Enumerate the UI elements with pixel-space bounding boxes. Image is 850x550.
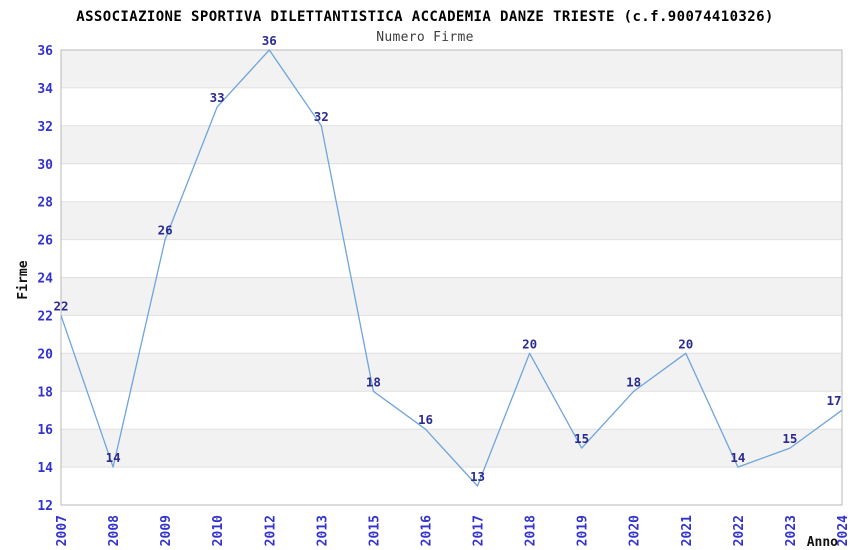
plot-band — [61, 125, 842, 164]
y-tick-label: 22 — [37, 309, 53, 324]
x-tick-label: 2013 — [315, 515, 330, 546]
data-point-label: 14 — [730, 450, 745, 465]
x-tick-label: 2009 — [159, 515, 174, 546]
y-tick-label: 32 — [37, 120, 53, 135]
x-tick-label: 2008 — [107, 515, 122, 546]
y-tick-label: 12 — [37, 499, 53, 514]
y-tick-label: 16 — [37, 423, 53, 438]
data-point-label: 15 — [574, 431, 589, 446]
x-tick-label: 2007 — [55, 515, 70, 546]
x-tick-label: 2017 — [472, 515, 487, 546]
data-point-label: 36 — [262, 33, 277, 48]
y-tick-label: 18 — [37, 385, 53, 400]
data-point-label: 15 — [782, 431, 797, 446]
data-point-label: 33 — [210, 90, 225, 105]
x-tick-label: 2018 — [524, 515, 539, 546]
x-tick-label: 2023 — [784, 515, 799, 546]
y-tick-label: 36 — [37, 44, 53, 59]
data-point-label: 26 — [158, 223, 173, 238]
chart-title: ASSOCIAZIONE SPORTIVA DILETTANTISTICA AC… — [76, 9, 773, 25]
data-point-label: 20 — [678, 336, 693, 351]
y-tick-label: 24 — [37, 272, 53, 287]
x-tick-label: 2016 — [420, 515, 435, 546]
y-tick-label: 26 — [37, 234, 53, 249]
data-point-label: 14 — [106, 450, 121, 465]
x-tick-label: 2019 — [576, 515, 591, 546]
data-point-label: 16 — [418, 412, 433, 427]
x-tick-label: 2024 — [836, 515, 850, 546]
y-tick-label: 14 — [37, 461, 53, 476]
data-point-label: 20 — [522, 336, 537, 351]
plot-band — [61, 429, 842, 468]
chart-subtitle: Numero Firme — [376, 30, 474, 45]
data-line — [60, 49, 843, 487]
x-tick-label: 2021 — [680, 515, 695, 546]
x-tick-label: 2020 — [628, 515, 643, 546]
data-point-label: 18 — [366, 374, 381, 389]
y-axis-title: Firme — [16, 260, 31, 299]
plot-band — [61, 353, 842, 392]
x-tick-label: 2012 — [263, 515, 278, 546]
plot-band — [61, 277, 842, 316]
x-tick-label: 2015 — [367, 515, 382, 546]
plot-band — [61, 50, 842, 88]
y-tick-label: 34 — [37, 82, 53, 97]
x-tick-label: 2022 — [732, 515, 747, 546]
data-point-label: 22 — [53, 298, 68, 313]
data-point-label: 18 — [626, 374, 641, 389]
plot-band — [61, 201, 842, 240]
data-point-label: 13 — [470, 469, 485, 484]
y-tick-label: 28 — [37, 196, 53, 211]
plot-border — [60, 49, 843, 506]
data-point-label: 32 — [314, 109, 329, 124]
data-point-label: 17 — [826, 393, 841, 408]
y-tick-label: 20 — [37, 347, 53, 362]
x-axis-title: Anno — [807, 535, 838, 550]
x-tick-label: 2010 — [211, 515, 226, 546]
y-tick-label: 30 — [37, 158, 53, 173]
